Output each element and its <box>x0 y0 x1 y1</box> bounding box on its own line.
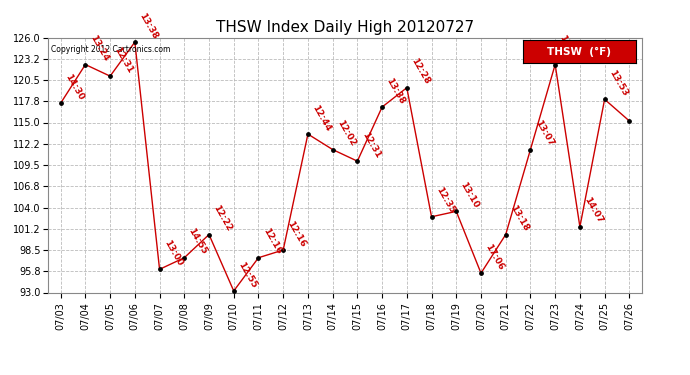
Text: 12:28: 12:28 <box>409 57 431 86</box>
Point <box>179 255 190 261</box>
Point <box>154 266 165 272</box>
Text: 13:51: 13:51 <box>558 34 580 63</box>
Point <box>277 247 288 253</box>
Text: 13:38: 13:38 <box>137 11 159 40</box>
Text: 13:00: 13:00 <box>162 239 184 268</box>
Text: 13:53: 13:53 <box>607 69 629 98</box>
Text: 12:16: 12:16 <box>286 219 308 249</box>
Text: 12:16: 12:16 <box>261 227 283 256</box>
Point <box>550 62 561 68</box>
Text: 12:31: 12:31 <box>360 130 382 160</box>
Point <box>599 96 610 102</box>
Text: 14:30: 14:30 <box>63 72 86 102</box>
Point <box>500 231 511 237</box>
Point <box>302 131 313 137</box>
Point <box>55 100 66 106</box>
Point <box>80 62 91 68</box>
Point <box>352 158 363 164</box>
Text: Copyright 2012 Cartronics.com: Copyright 2012 Cartronics.com <box>51 45 170 54</box>
Text: 12:02: 12:02 <box>335 119 357 148</box>
Text: 12:44: 12:44 <box>310 103 333 132</box>
Point <box>525 147 536 153</box>
Text: 14:55: 14:55 <box>187 227 209 256</box>
Point <box>451 209 462 214</box>
Text: 13:07: 13:07 <box>533 119 555 148</box>
Point <box>129 39 140 45</box>
Text: 12:22: 12:22 <box>212 204 234 233</box>
Text: 12:31: 12:31 <box>112 45 135 75</box>
Point <box>624 118 635 124</box>
Point <box>426 214 437 220</box>
Text: 17:06: 17:06 <box>484 242 506 272</box>
Point <box>204 231 215 237</box>
Point <box>327 147 338 153</box>
Text: 14:07: 14:07 <box>582 196 604 225</box>
Text: 13:10: 13:10 <box>459 181 481 210</box>
Point <box>475 270 486 276</box>
Point <box>228 288 239 294</box>
Point <box>402 85 413 91</box>
Point <box>253 255 264 261</box>
Text: 13:38: 13:38 <box>384 76 406 105</box>
Text: 12:35: 12:35 <box>434 186 456 215</box>
Point <box>377 104 388 110</box>
Title: THSW Index Daily High 20120727: THSW Index Daily High 20120727 <box>216 20 474 35</box>
Point <box>105 73 116 79</box>
Point <box>574 224 585 230</box>
Text: 13:18: 13:18 <box>509 204 531 233</box>
Text: 13:24: 13:24 <box>88 34 110 63</box>
Text: 12:55: 12:55 <box>236 260 258 290</box>
